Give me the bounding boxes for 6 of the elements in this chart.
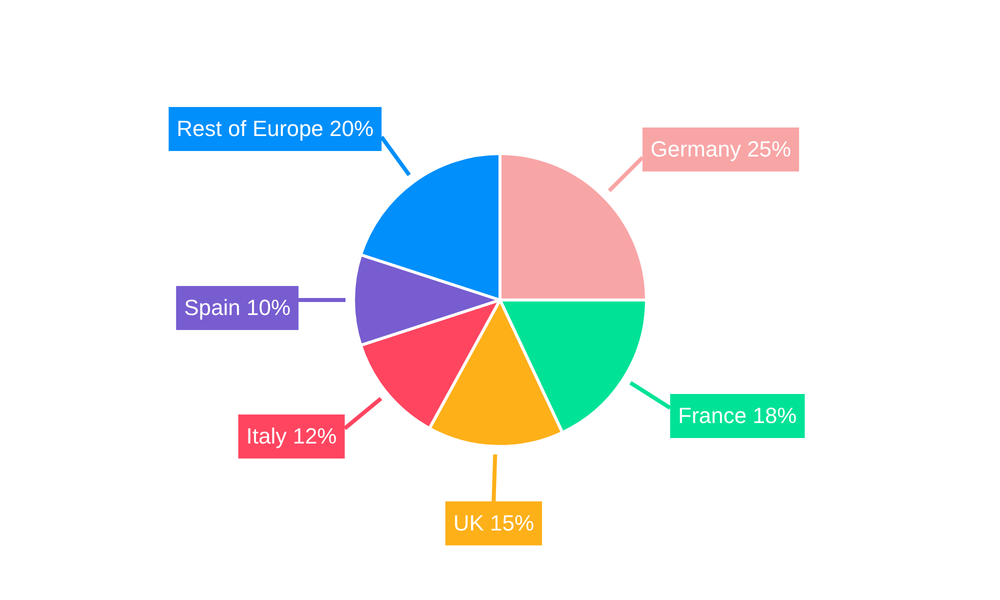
slice-label: Spain 10% [184,295,291,320]
slice-label: Germany 25% [650,136,792,162]
slice-label: UK 15% [453,510,534,536]
slice-label: Rest of Europe 20% [176,116,374,142]
slice-label: Italy 12% [246,424,337,449]
slice-label: France 18% [678,403,797,428]
